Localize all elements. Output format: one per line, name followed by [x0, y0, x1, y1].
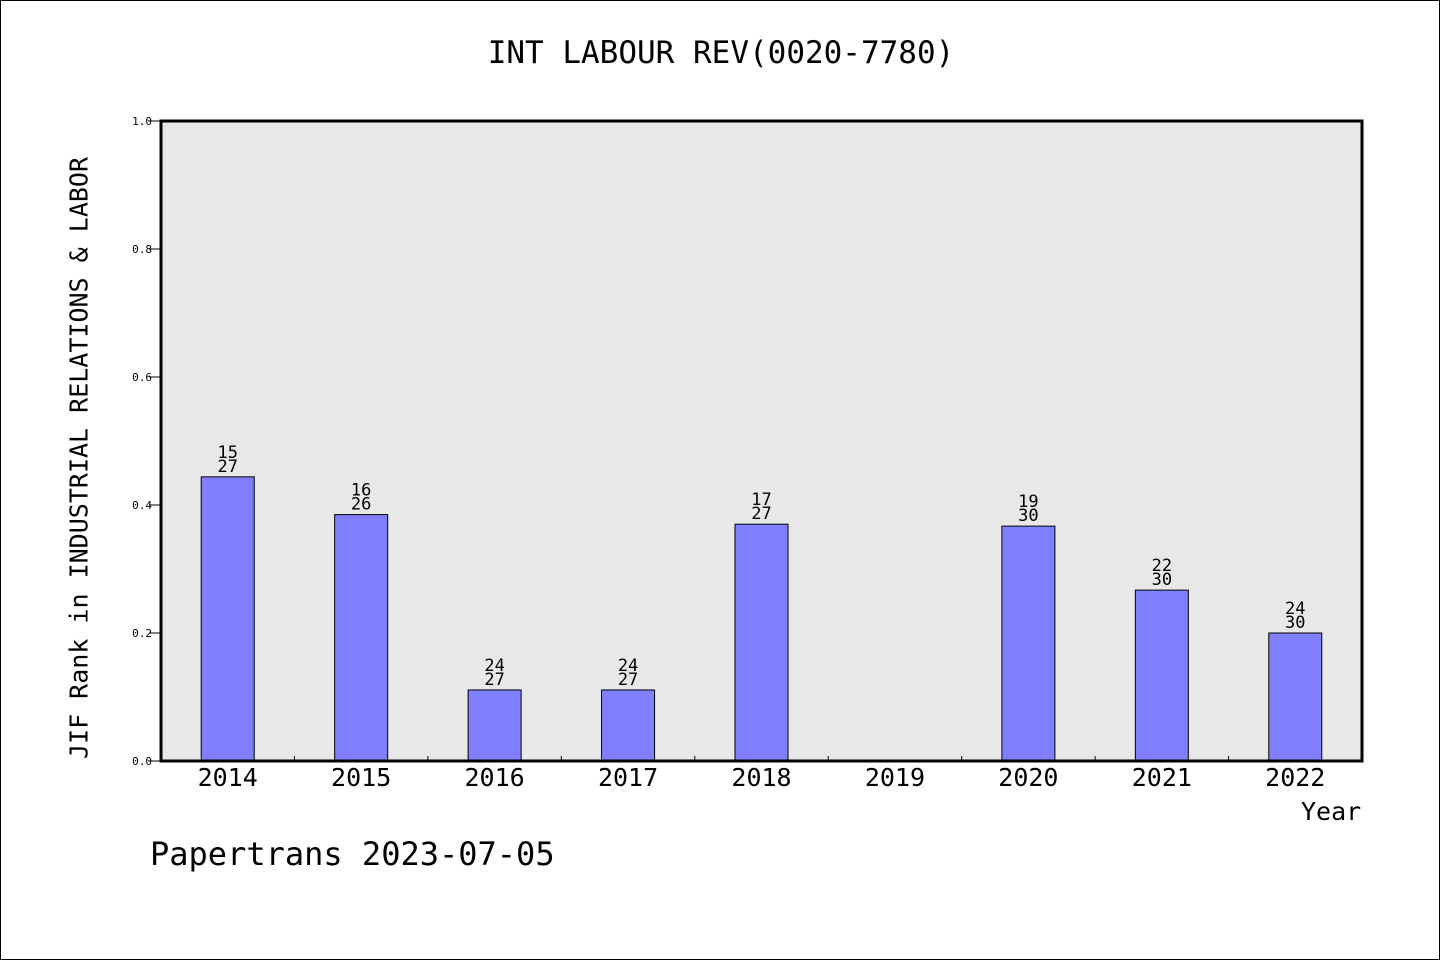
y-tick-label: 0.2	[132, 627, 152, 640]
bar-rank-label: 17	[751, 490, 771, 510]
bar	[1001, 525, 1056, 762]
bar-total-label: 30	[1018, 506, 1038, 526]
y-tick-label: 0.8	[132, 243, 152, 256]
bar-total-label: 26	[351, 495, 371, 515]
bar-rank-label: 24	[484, 656, 504, 676]
x-tick-label: 2018	[731, 763, 791, 792]
x-tick-label: 2020	[998, 763, 1058, 792]
bar-rank-label: 19	[1018, 492, 1038, 512]
bar-total-label: 27	[751, 504, 771, 524]
bar	[200, 476, 255, 762]
bar-total-label: 30	[1285, 613, 1305, 633]
bar-rank-label: 16	[351, 481, 371, 501]
x-tick-label: 2015	[331, 763, 391, 792]
x-tick-label: 2019	[865, 763, 925, 792]
x-tick-label: 2016	[465, 763, 525, 792]
bar-rank-label: 24	[1285, 599, 1305, 619]
bar-total-label: 27	[484, 670, 504, 690]
bar	[334, 514, 389, 762]
y-tick-label: 0.6	[132, 371, 152, 384]
bar-total-label: 27	[217, 457, 237, 477]
bar-rank-label: 24	[618, 656, 638, 676]
bar-rank-label: 22	[1152, 556, 1172, 576]
y-tick-label: 0.4	[132, 499, 152, 512]
bar	[601, 689, 656, 762]
bar	[734, 523, 789, 762]
bar	[1268, 632, 1323, 762]
y-tick-label: 0.0	[132, 755, 152, 768]
y-tick-label: 1.0	[132, 115, 152, 128]
x-tick-label: 2021	[1132, 763, 1192, 792]
x-tick-label: 2022	[1265, 763, 1325, 792]
bar	[1134, 589, 1189, 762]
bar-total-label: 27	[618, 670, 638, 690]
plot-border	[159, 119, 1364, 763]
chart-title: INT LABOUR REV(0020-7780)	[487, 35, 955, 71]
x-axis-label: Year	[1301, 797, 1362, 826]
x-tick-label: 2014	[198, 763, 258, 792]
bar-rank-label: 15	[217, 443, 237, 463]
bar	[467, 689, 522, 762]
x-tick-label: 2017	[598, 763, 658, 792]
bar-total-label: 30	[1152, 570, 1172, 590]
footer-credit: Papertrans 2023-07-05	[150, 835, 555, 873]
